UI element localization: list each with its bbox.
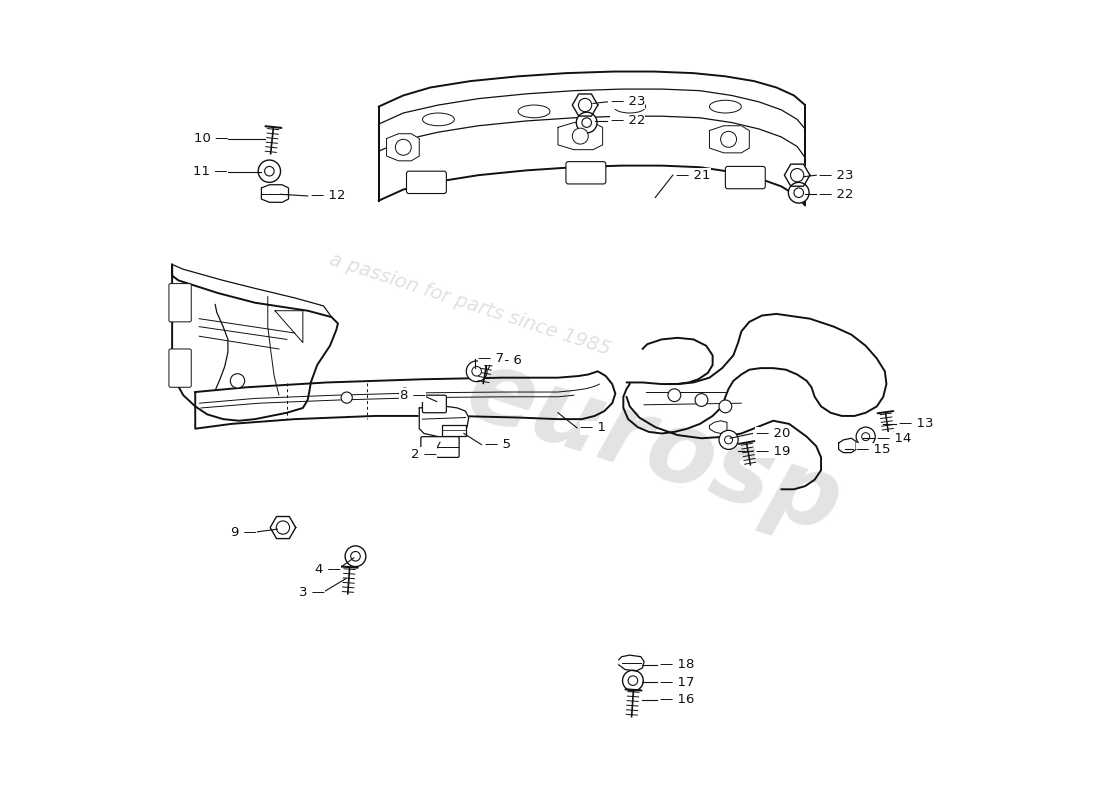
FancyBboxPatch shape [421,437,459,458]
Circle shape [582,118,592,127]
Circle shape [719,400,732,413]
Ellipse shape [518,105,550,118]
Circle shape [230,374,244,388]
Ellipse shape [710,100,741,113]
Text: — 17: — 17 [660,676,694,689]
Text: — 5: — 5 [485,438,510,451]
Circle shape [351,551,361,561]
FancyBboxPatch shape [169,284,191,322]
Text: 9 —: 9 — [231,526,256,539]
Circle shape [856,427,876,446]
Text: — 13: — 13 [899,418,934,430]
Text: — 1: — 1 [581,422,606,434]
Text: — 12: — 12 [311,190,345,202]
Polygon shape [627,397,821,490]
Polygon shape [386,134,419,161]
Text: — 20: — 20 [756,427,790,440]
Circle shape [719,430,738,450]
Circle shape [341,392,352,403]
Circle shape [623,670,643,691]
Circle shape [345,546,366,566]
Circle shape [861,433,870,441]
Polygon shape [271,517,296,538]
Polygon shape [558,122,603,150]
Polygon shape [838,438,856,453]
Circle shape [576,112,597,133]
Polygon shape [262,185,288,202]
Text: — 7: — 7 [478,352,504,365]
Polygon shape [710,421,727,434]
FancyBboxPatch shape [565,162,606,184]
Polygon shape [172,265,338,421]
Polygon shape [710,126,749,153]
Polygon shape [419,406,469,437]
Polygon shape [624,314,887,434]
Text: 8 —: 8 — [399,389,426,402]
Circle shape [265,166,274,176]
Circle shape [668,389,681,402]
Polygon shape [618,655,645,671]
Text: — 22: — 22 [820,188,854,201]
Text: — 22: — 22 [610,114,645,127]
Text: a passion for parts since 1985: a passion for parts since 1985 [327,250,613,359]
Circle shape [472,366,482,376]
FancyBboxPatch shape [169,349,191,387]
Polygon shape [195,371,615,429]
Text: — 23: — 23 [610,95,645,108]
FancyBboxPatch shape [725,166,766,189]
Circle shape [789,182,810,203]
Text: eurosp: eurosp [454,342,854,554]
Circle shape [395,139,411,155]
Bar [442,425,466,436]
Text: — 18: — 18 [660,658,694,671]
Circle shape [628,676,638,686]
Ellipse shape [422,113,454,126]
Circle shape [399,388,410,399]
Text: — 19: — 19 [756,445,790,458]
Text: — 16: — 16 [660,694,694,706]
Text: 2 —: 2 — [410,448,437,461]
Circle shape [466,361,487,382]
Polygon shape [784,164,810,186]
Ellipse shape [614,100,646,113]
Circle shape [695,394,708,406]
Circle shape [276,521,289,534]
Text: 3 —: 3 — [299,586,326,599]
Text: — 15: — 15 [856,443,891,456]
Text: — 21: — 21 [676,169,711,182]
Text: 11 —: 11 — [194,166,228,178]
Text: — 23: — 23 [820,169,854,182]
Circle shape [794,188,803,198]
Text: — 14: — 14 [877,432,911,445]
Circle shape [725,436,733,444]
FancyBboxPatch shape [422,395,447,413]
Text: — 6: — 6 [496,354,521,366]
Circle shape [720,131,737,147]
Polygon shape [572,94,597,116]
Circle shape [258,160,280,182]
FancyBboxPatch shape [407,171,447,194]
Polygon shape [642,338,713,384]
Circle shape [572,128,588,144]
Circle shape [791,169,804,182]
Text: 10 —: 10 — [194,132,228,145]
Circle shape [579,98,592,112]
Text: 4 —: 4 — [316,562,341,575]
